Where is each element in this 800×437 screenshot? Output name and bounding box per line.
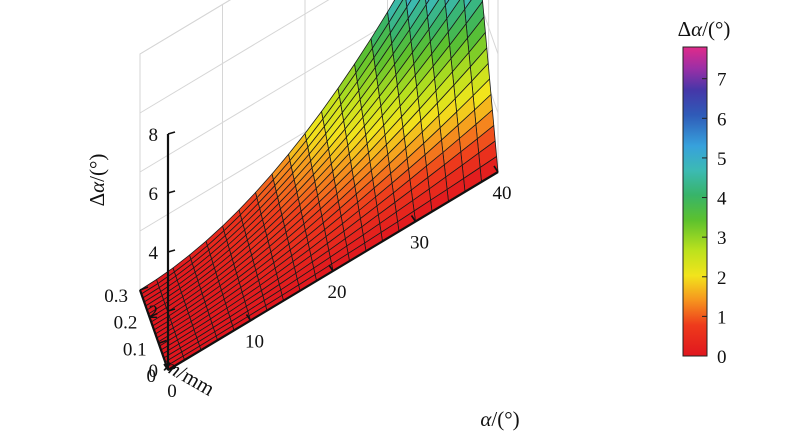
x-tick-label: 10 xyxy=(245,332,264,353)
surface-mesh xyxy=(139,0,499,371)
x-tick-label: 0 xyxy=(167,381,177,402)
z-tick-label: 4 xyxy=(149,243,159,264)
z-tick-label: 0 xyxy=(149,361,159,382)
y-axis-line xyxy=(138,289,170,371)
y-tick-mark xyxy=(139,286,149,291)
colorbar-tick-label: 3 xyxy=(717,228,727,249)
z-tick-mark xyxy=(167,249,176,253)
colorbar-tick-label: 7 xyxy=(717,70,727,91)
x-tick-mark xyxy=(163,363,169,371)
colorbar xyxy=(682,46,708,357)
z-tick-mark xyxy=(167,190,176,194)
x-tick-label: 30 xyxy=(410,233,429,254)
x-tick-mark xyxy=(328,264,334,272)
z-tick-mark xyxy=(167,131,176,135)
x-tick-label: 20 xyxy=(328,282,347,303)
colorbar-tick-label: 0 xyxy=(717,347,727,368)
colorbar-tick-label: 5 xyxy=(717,149,727,170)
colorbar-label: Δα/(°) xyxy=(678,17,731,41)
colorbar-tick-label: 2 xyxy=(717,268,727,289)
y-tick-label: 0.3 xyxy=(104,286,128,307)
y-tick-mark xyxy=(158,339,167,345)
colorbar-tick-label: 4 xyxy=(717,189,727,210)
y-tick-label: 0 xyxy=(147,366,157,387)
y-tick-mark xyxy=(167,366,177,371)
colorbar-ticks: 0 1 2 3 4 5 6 7 xyxy=(702,70,727,368)
z-axis-label: Δα/(°) xyxy=(85,154,109,207)
x-tick-mark xyxy=(410,215,417,222)
x-tick-label: 40 xyxy=(493,183,512,204)
y-tick-label: 0.1 xyxy=(123,339,147,360)
z-gridline xyxy=(139,0,330,114)
x-tick-mark xyxy=(493,165,499,173)
axes-frame xyxy=(138,131,499,371)
z-tick-label: 8 xyxy=(149,125,159,146)
z-tick-mark xyxy=(167,308,176,312)
y-tick-label: 0.2 xyxy=(114,313,138,334)
x-tick-mark xyxy=(245,314,252,321)
z-tick-label: 6 xyxy=(149,184,159,205)
colorbar-tick-label: 1 xyxy=(717,307,727,328)
colorbar-tick-label: 6 xyxy=(717,109,727,130)
x-axis-label: α/(°) xyxy=(480,407,519,431)
y-tick-mark xyxy=(149,312,158,318)
z-tick-label: 2 xyxy=(149,302,159,323)
